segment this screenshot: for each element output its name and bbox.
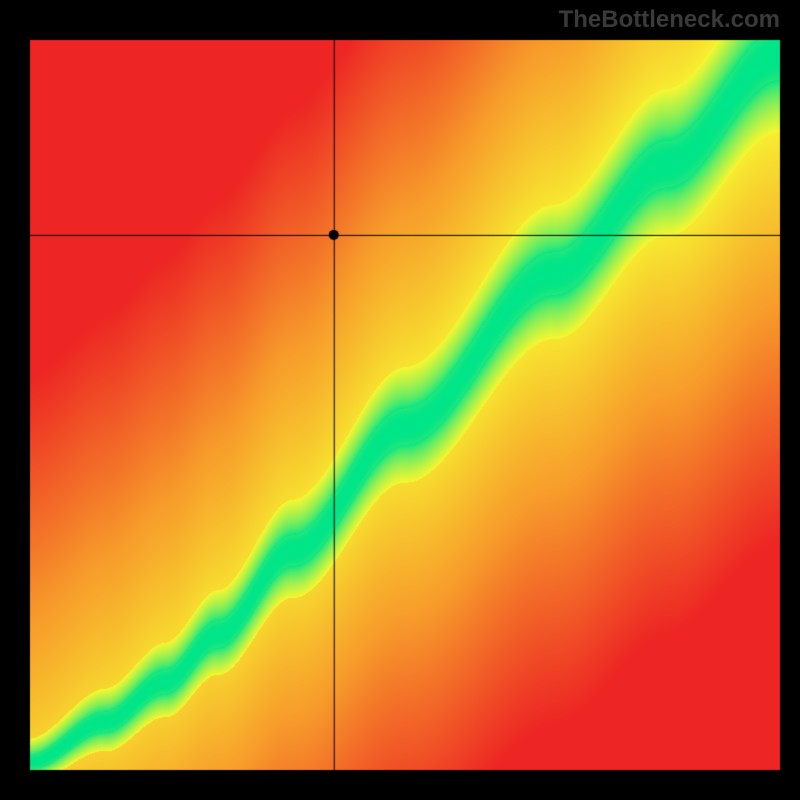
watermark-text: TheBottleneck.com	[559, 6, 780, 34]
bottleneck-heatmap	[0, 0, 800, 800]
chart-container: TheBottleneck.com	[0, 0, 800, 800]
